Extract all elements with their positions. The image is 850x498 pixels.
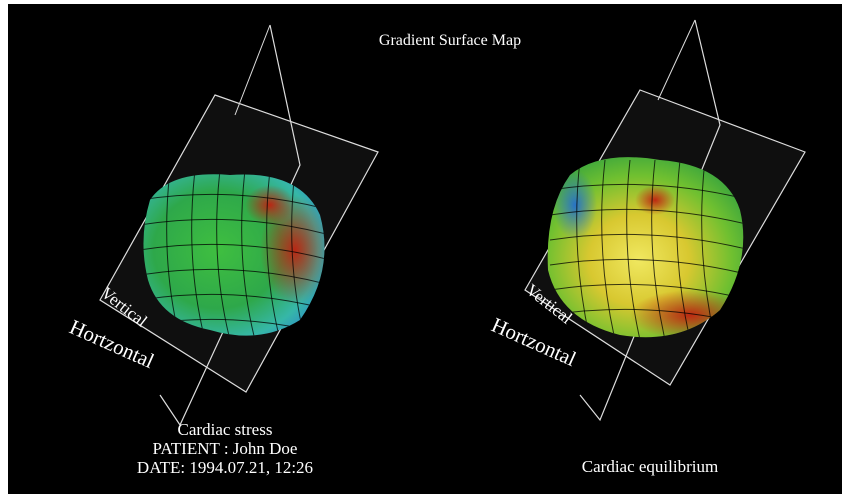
title: Gradient Surface Map	[379, 32, 521, 49]
caption: DATE: 1994.07.21, 12:26	[137, 458, 313, 477]
caption: Cardiac stress	[178, 420, 273, 439]
heart-surface-left	[143, 174, 325, 336]
heart-surface-right	[547, 157, 744, 338]
caption: Cardiac equilibrium	[582, 457, 718, 476]
caption: PATIENT : John Doe	[153, 439, 298, 458]
